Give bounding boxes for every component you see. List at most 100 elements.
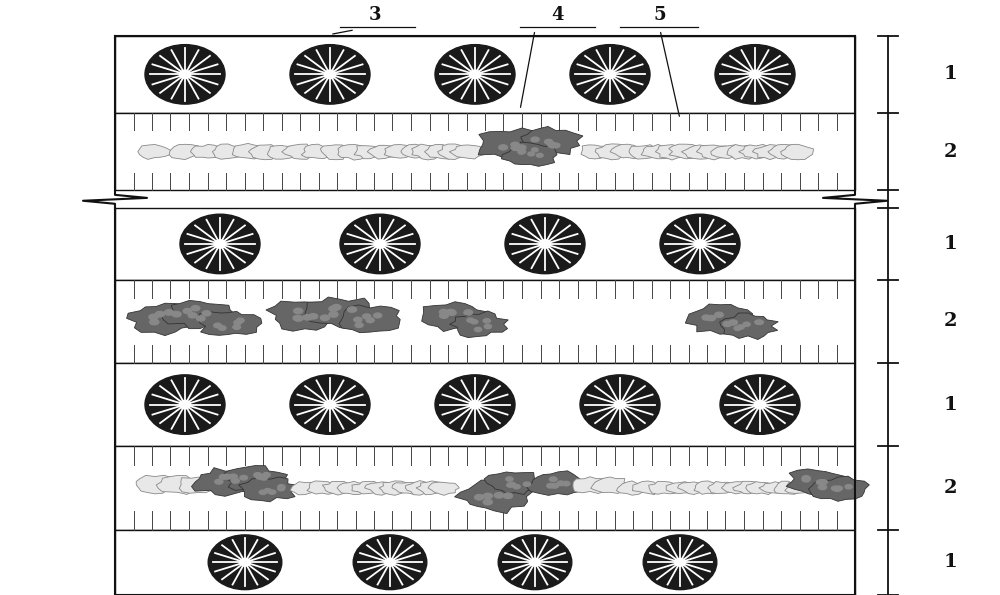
Circle shape — [234, 320, 241, 325]
Polygon shape — [581, 145, 611, 159]
Circle shape — [831, 486, 839, 490]
Circle shape — [240, 475, 248, 480]
Text: 2: 2 — [943, 143, 957, 161]
Ellipse shape — [604, 70, 616, 79]
Circle shape — [518, 150, 525, 154]
Circle shape — [517, 145, 526, 150]
Polygon shape — [746, 482, 777, 494]
Polygon shape — [401, 144, 432, 158]
Text: 1: 1 — [943, 396, 957, 414]
Polygon shape — [785, 481, 815, 493]
Circle shape — [464, 310, 473, 315]
Circle shape — [294, 308, 303, 314]
Circle shape — [503, 493, 513, 499]
Polygon shape — [610, 144, 642, 159]
Circle shape — [802, 475, 810, 481]
Ellipse shape — [353, 535, 427, 590]
Bar — [115, 446, 855, 530]
Circle shape — [802, 477, 810, 482]
Circle shape — [519, 149, 526, 154]
Circle shape — [743, 322, 750, 327]
Polygon shape — [384, 145, 417, 158]
Circle shape — [263, 472, 270, 477]
Circle shape — [448, 310, 456, 315]
Polygon shape — [320, 145, 353, 159]
Circle shape — [191, 306, 200, 311]
Ellipse shape — [240, 559, 250, 566]
Circle shape — [354, 317, 362, 322]
Polygon shape — [239, 477, 298, 502]
Circle shape — [833, 487, 841, 491]
Ellipse shape — [324, 70, 336, 79]
Ellipse shape — [374, 240, 386, 248]
Ellipse shape — [180, 214, 260, 274]
Circle shape — [260, 475, 268, 480]
Polygon shape — [337, 481, 370, 494]
Circle shape — [233, 325, 241, 330]
Circle shape — [363, 314, 371, 319]
Text: 3: 3 — [369, 6, 381, 24]
Polygon shape — [733, 481, 763, 494]
Circle shape — [218, 325, 226, 330]
Polygon shape — [711, 145, 745, 158]
Circle shape — [355, 322, 363, 327]
Circle shape — [551, 484, 559, 488]
Circle shape — [548, 143, 556, 148]
Polygon shape — [484, 472, 542, 494]
Polygon shape — [521, 127, 583, 155]
Polygon shape — [379, 481, 411, 495]
Ellipse shape — [290, 375, 370, 434]
Polygon shape — [428, 482, 459, 495]
Polygon shape — [527, 471, 590, 496]
Circle shape — [483, 499, 492, 505]
Circle shape — [499, 145, 507, 150]
Circle shape — [531, 137, 539, 142]
Ellipse shape — [435, 45, 515, 104]
Circle shape — [229, 474, 237, 479]
Circle shape — [439, 309, 448, 315]
Polygon shape — [721, 482, 750, 494]
Circle shape — [474, 327, 482, 331]
Ellipse shape — [208, 535, 282, 590]
Ellipse shape — [720, 375, 800, 434]
Circle shape — [475, 494, 484, 500]
Polygon shape — [416, 481, 446, 495]
Circle shape — [329, 306, 338, 311]
Polygon shape — [136, 475, 177, 494]
Polygon shape — [641, 145, 673, 159]
Ellipse shape — [539, 240, 551, 248]
Polygon shape — [478, 128, 547, 160]
Circle shape — [196, 316, 205, 321]
Circle shape — [547, 484, 554, 488]
Polygon shape — [708, 481, 739, 493]
Circle shape — [516, 146, 524, 151]
Polygon shape — [727, 145, 760, 159]
Ellipse shape — [469, 70, 481, 79]
Polygon shape — [450, 311, 508, 337]
Circle shape — [348, 307, 357, 312]
Bar — [115, 363, 855, 446]
Polygon shape — [422, 302, 488, 331]
Polygon shape — [808, 476, 869, 502]
Polygon shape — [156, 475, 200, 494]
Circle shape — [332, 305, 341, 310]
Polygon shape — [198, 311, 262, 336]
Ellipse shape — [614, 400, 626, 409]
Polygon shape — [223, 466, 288, 491]
Polygon shape — [307, 481, 337, 494]
Circle shape — [215, 480, 223, 484]
Circle shape — [278, 487, 285, 491]
Polygon shape — [696, 145, 732, 160]
Ellipse shape — [694, 240, 706, 248]
Ellipse shape — [179, 400, 191, 409]
Circle shape — [508, 483, 516, 487]
Ellipse shape — [145, 375, 225, 434]
Polygon shape — [455, 480, 533, 513]
Polygon shape — [232, 143, 265, 159]
Circle shape — [816, 480, 825, 485]
Circle shape — [548, 142, 556, 147]
Circle shape — [562, 481, 570, 486]
Ellipse shape — [324, 400, 336, 409]
Circle shape — [511, 145, 520, 151]
Circle shape — [528, 152, 535, 156]
